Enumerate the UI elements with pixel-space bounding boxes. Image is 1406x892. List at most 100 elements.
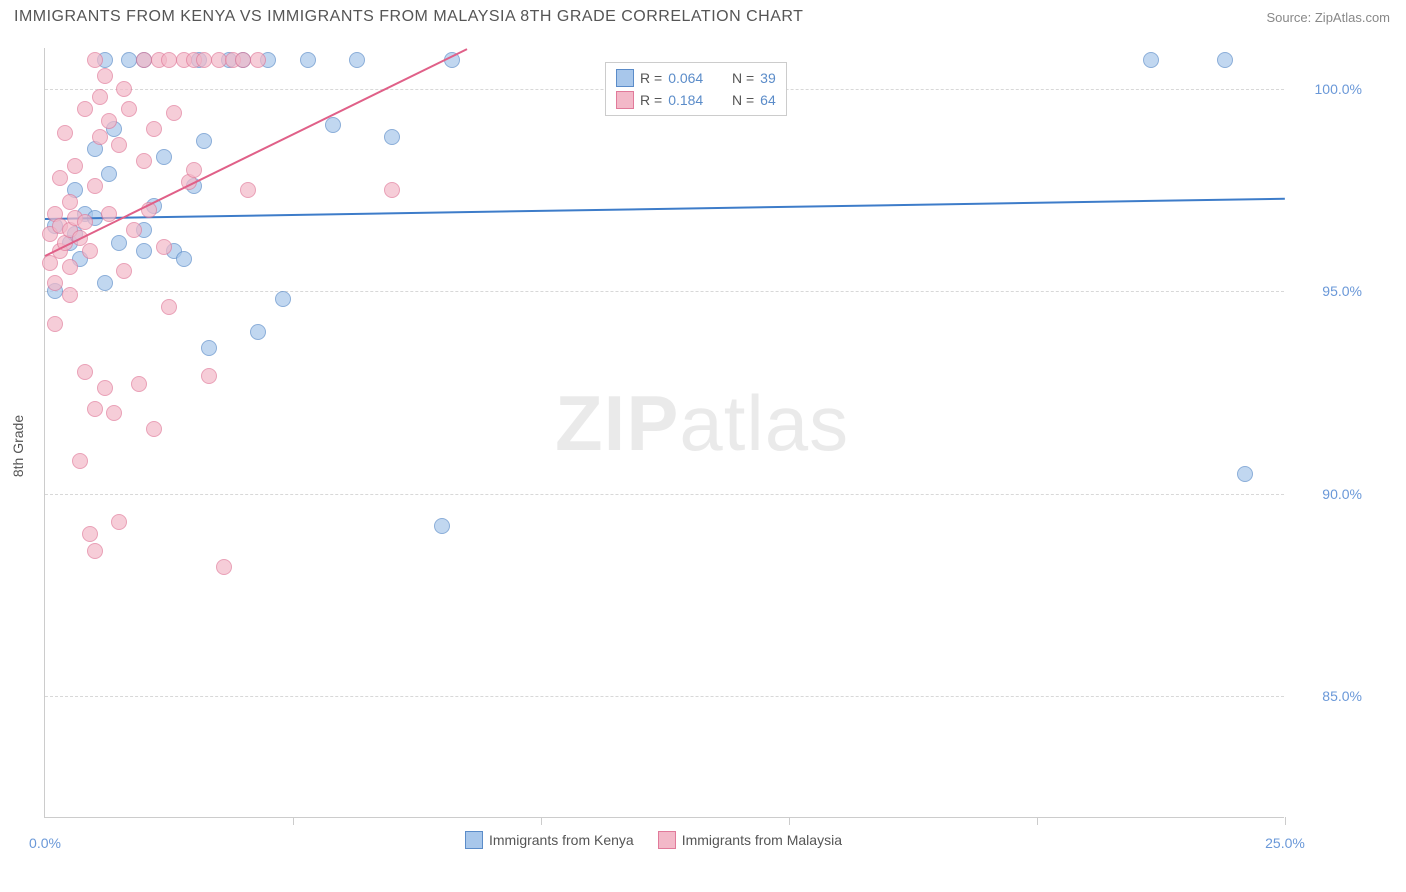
data-point xyxy=(87,401,103,417)
legend-n-label: N = xyxy=(724,92,754,108)
data-point xyxy=(87,178,103,194)
data-point xyxy=(62,259,78,275)
data-point xyxy=(87,52,103,68)
data-point xyxy=(77,101,93,117)
data-point xyxy=(77,364,93,380)
data-point xyxy=(216,559,232,575)
y-tick-label: 95.0% xyxy=(1322,283,1362,299)
data-point xyxy=(136,243,152,259)
data-point xyxy=(196,133,212,149)
data-point xyxy=(111,137,127,153)
data-point xyxy=(47,275,63,291)
data-point xyxy=(201,340,217,356)
data-point xyxy=(250,52,266,68)
data-point xyxy=(87,543,103,559)
y-tick-label: 90.0% xyxy=(1322,486,1362,502)
data-point xyxy=(52,170,68,186)
data-point xyxy=(67,158,83,174)
data-point xyxy=(116,81,132,97)
page-title: IMMIGRANTS FROM KENYA VS IMMIGRANTS FROM… xyxy=(14,8,803,26)
data-point xyxy=(240,182,256,198)
legend-n-label: N = xyxy=(724,70,754,86)
data-point xyxy=(1217,52,1233,68)
x-tick xyxy=(1037,817,1038,825)
legend-series-label: Immigrants from Malaysia xyxy=(682,832,842,848)
data-point xyxy=(97,275,113,291)
source-label: Source: ZipAtlas.com xyxy=(1266,10,1390,25)
x-tick xyxy=(789,817,790,825)
y-tick-label: 100.0% xyxy=(1315,81,1362,97)
legend-r-value: 0.064 xyxy=(668,70,718,86)
y-tick-label: 85.0% xyxy=(1322,688,1362,704)
legend-item: Immigrants from Kenya xyxy=(465,831,634,849)
data-point xyxy=(121,101,137,117)
watermark: ZIPatlas xyxy=(555,378,849,469)
data-point xyxy=(349,52,365,68)
data-point xyxy=(136,153,152,169)
legend-row: R = 0.064 N = 39 xyxy=(616,67,776,89)
legend-item: Immigrants from Malaysia xyxy=(658,831,842,849)
data-point xyxy=(1237,466,1253,482)
data-point xyxy=(136,52,152,68)
legend-r-value: 0.184 xyxy=(668,92,718,108)
data-point xyxy=(62,287,78,303)
data-point xyxy=(101,113,117,129)
data-point xyxy=(250,324,266,340)
data-point xyxy=(77,214,93,230)
x-tick-label: 25.0% xyxy=(1265,835,1305,851)
y-axis-title: 8th Grade xyxy=(10,415,26,477)
data-point xyxy=(72,453,88,469)
data-point xyxy=(434,518,450,534)
gridline-h xyxy=(45,494,1284,495)
data-point xyxy=(201,368,217,384)
data-point xyxy=(176,251,192,267)
x-tick xyxy=(541,817,542,825)
data-point xyxy=(384,182,400,198)
data-point xyxy=(156,239,172,255)
data-point xyxy=(146,121,162,137)
data-point xyxy=(92,89,108,105)
chart-area: ZIPatlas 85.0%90.0%95.0%100.0%0.0%25.0%R… xyxy=(44,48,1284,818)
data-point xyxy=(47,316,63,332)
legend-r-label: R = xyxy=(640,70,662,86)
data-point xyxy=(82,243,98,259)
data-point xyxy=(211,52,227,68)
data-point xyxy=(106,405,122,421)
data-point xyxy=(161,299,177,315)
data-point xyxy=(131,376,147,392)
data-point xyxy=(101,166,117,182)
data-point xyxy=(146,421,162,437)
data-point xyxy=(196,52,212,68)
legend-n-value: 64 xyxy=(760,92,776,108)
data-point xyxy=(1143,52,1159,68)
data-point xyxy=(82,526,98,542)
trend-line xyxy=(45,198,1285,220)
data-point xyxy=(116,263,132,279)
data-point xyxy=(166,105,182,121)
data-point xyxy=(97,380,113,396)
data-point xyxy=(97,68,113,84)
legend-series: Immigrants from Kenya Immigrants from Mal… xyxy=(465,831,842,849)
legend-r-label: R = xyxy=(640,92,662,108)
data-point xyxy=(62,194,78,210)
legend-row: R = 0.184 N = 64 xyxy=(616,89,776,111)
data-point xyxy=(161,52,177,68)
gridline-h xyxy=(45,696,1284,697)
data-point xyxy=(300,52,316,68)
x-tick xyxy=(293,817,294,825)
data-point xyxy=(57,125,73,141)
x-tick xyxy=(1285,817,1286,825)
data-point xyxy=(92,129,108,145)
legend-swatch xyxy=(658,831,676,849)
legend-n-value: 39 xyxy=(760,70,776,86)
data-point xyxy=(186,162,202,178)
legend-swatch xyxy=(616,91,634,109)
legend-swatch xyxy=(465,831,483,849)
legend-swatch xyxy=(616,69,634,87)
data-point xyxy=(156,149,172,165)
legend-series-label: Immigrants from Kenya xyxy=(489,832,634,848)
data-point xyxy=(111,235,127,251)
data-point xyxy=(126,222,142,238)
data-point xyxy=(235,52,251,68)
legend-stats: R = 0.064 N = 39R = 0.184 N = 64 xyxy=(605,62,787,116)
